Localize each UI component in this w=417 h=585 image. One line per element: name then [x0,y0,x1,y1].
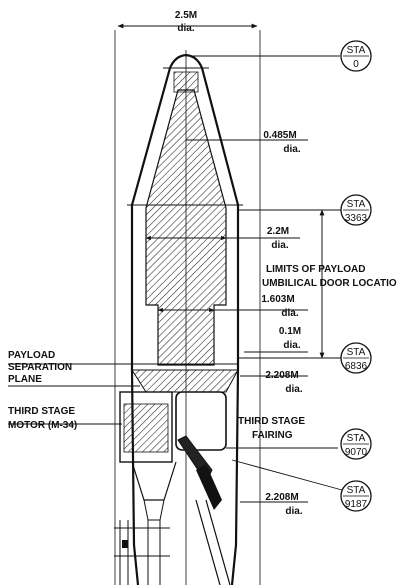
umbilical-label-line1: LIMITS OF PAYLOAD [266,264,365,275]
dim-2208a-value: 2.208M [265,370,298,381]
dim-1603-value: 1.603M [261,294,294,305]
dim-22-unit: dia. [271,240,288,251]
dim-1603-unit: dia. [281,308,298,319]
separation-plane [8,363,239,393]
sta-0-value: 0 [353,59,359,70]
lower-structure [114,499,231,585]
third-fairing-line2: FAIRING [252,430,293,441]
top-dimension-unit: dia. [177,23,194,34]
sta-3363-label: STA [347,199,366,210]
sta-9070-value: 9070 [345,447,368,458]
station-callout: STA 9187 [231,459,372,512]
sta-0-label: STA [347,45,366,56]
station-callout: STA 0 [186,40,372,72]
third-stage-motor [8,391,338,521]
dim-22-value: 2.2M [267,226,289,237]
third-motor-line1: THIRD STAGE [8,406,75,417]
payload-sep-line3: PLANE [8,374,42,385]
dim-2208a-unit: dia. [285,384,302,395]
payload-sep-line1: PAYLOAD [8,350,55,361]
station-callout: STA 6836 [340,342,372,374]
station-callout: STA 9070 [340,428,372,460]
sta-3363-value: 3363 [345,213,368,224]
umbilical-label-line2: UMBILICAL DOOR LOCATIO [262,278,397,289]
dim-01-value: 0.1M [279,326,301,337]
dim-01-unit: dia. [283,340,300,351]
umbilical-limits [238,209,350,359]
dimension-lines [145,139,308,503]
sta-9187-label: STA [347,485,366,496]
sta-9070-label: STA [347,433,366,444]
station-callout: STA 3363 [340,194,372,226]
sta-9187-value: 9187 [345,499,368,510]
reference-lines [114,23,261,585]
dim-2208b-value: 2.208M [265,492,298,503]
dim-2208b-unit: dia. [285,506,302,517]
dim-0485-unit: dia. [283,144,300,155]
sta-6836-label: STA [347,347,366,358]
top-dimension-value: 2.5M [175,10,197,21]
sta-6836-value: 6836 [345,361,368,372]
third-fairing-line1: THIRD STAGE [238,416,305,427]
third-motor-line2: MOTOR (M-34) [8,420,77,431]
payload-sep-line2: SEPARATION [8,362,72,373]
dim-0485-value: 0.485M [263,130,296,141]
